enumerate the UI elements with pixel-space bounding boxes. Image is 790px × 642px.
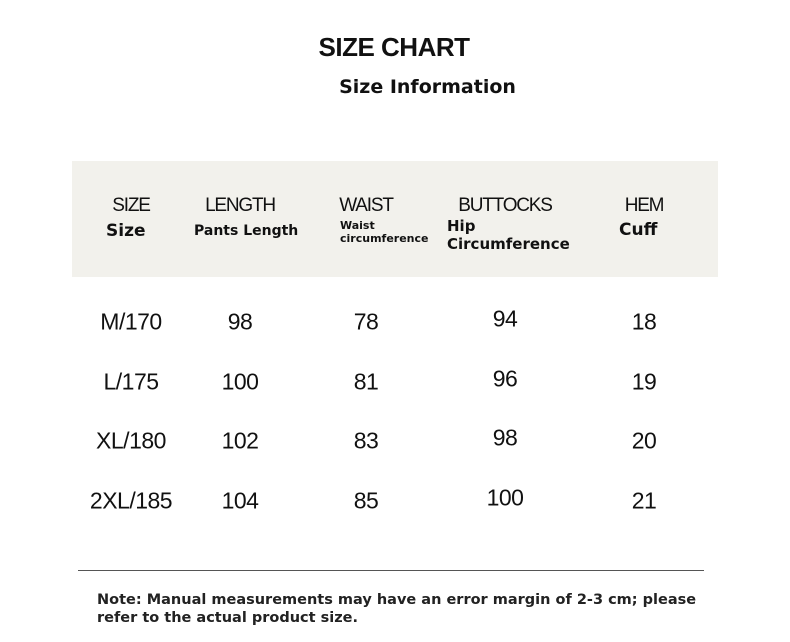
cell-buttocks: 98 xyxy=(492,424,518,451)
cell-waist: 81 xyxy=(353,368,379,395)
header-buttocks: BUTTOCKS xyxy=(458,195,553,216)
cell-size: 2XL/185 xyxy=(89,487,173,514)
header-size: SIZE xyxy=(112,195,151,216)
divider xyxy=(78,570,704,571)
page-title: SIZE CHART xyxy=(318,32,471,62)
header-waist: WAIST xyxy=(339,195,394,216)
header-buttocks-sub: Hip Circumference xyxy=(447,217,570,253)
cell-hem: 18 xyxy=(631,308,657,335)
cell-size: XL/180 xyxy=(96,427,166,454)
cell-length: 104 xyxy=(221,487,259,514)
header-hem: HEM xyxy=(624,195,665,216)
cell-size: L/175 xyxy=(103,368,159,395)
cell-waist: 85 xyxy=(353,487,379,514)
header-hem-sub: Cuff xyxy=(619,220,658,240)
note: Note: Manual measurements may have an er… xyxy=(97,592,697,626)
table-header xyxy=(72,161,718,277)
header-length: LENGTH xyxy=(205,195,276,216)
cell-waist: 78 xyxy=(353,308,379,335)
cell-length: 100 xyxy=(221,368,259,395)
cell-hem: 20 xyxy=(631,427,657,454)
cell-hem: 21 xyxy=(631,487,657,514)
header-length-sub: Pants Length xyxy=(194,223,299,239)
cell-waist: 83 xyxy=(353,427,379,454)
cell-length: 98 xyxy=(227,308,253,335)
header-waist-sub: Waist circumference xyxy=(340,219,429,245)
cell-buttocks: 100 xyxy=(486,484,524,511)
cell-buttocks: 94 xyxy=(492,305,518,332)
cell-length: 102 xyxy=(221,427,259,454)
cell-size: M/170 xyxy=(100,308,162,335)
cell-hem: 19 xyxy=(631,368,657,395)
header-size-sub: Size xyxy=(106,221,146,241)
cell-buttocks: 96 xyxy=(492,365,518,392)
page-subtitle: Size Information xyxy=(339,76,516,98)
